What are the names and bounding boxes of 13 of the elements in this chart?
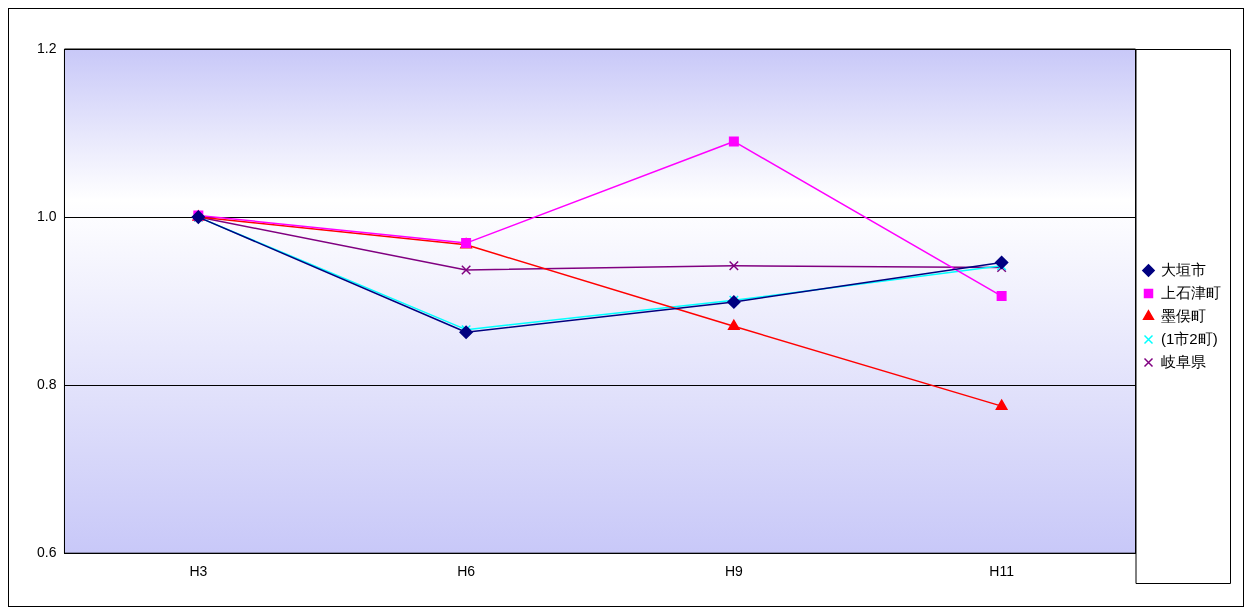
legend-label: 大垣市 (1161, 260, 1206, 278)
y-tick-label: 1.0 (36, 207, 57, 224)
legend-label: 墨俣町 (1161, 306, 1206, 324)
y-tick-label: 0.8 (36, 375, 57, 392)
legend-label: 上石津町 (1161, 283, 1221, 301)
x-tick-label: H11 (989, 563, 1015, 580)
y-tick-label: 1.2 (36, 39, 57, 56)
y-tick-label: 0.6 (36, 544, 57, 561)
legend-label: (1市2町) (1161, 329, 1218, 347)
x-tick-label: H9 (724, 563, 744, 580)
x-tick-label: H3 (189, 563, 208, 580)
x-tick-label: H6 (457, 563, 476, 580)
legend-label: 岐阜県 (1161, 352, 1206, 370)
